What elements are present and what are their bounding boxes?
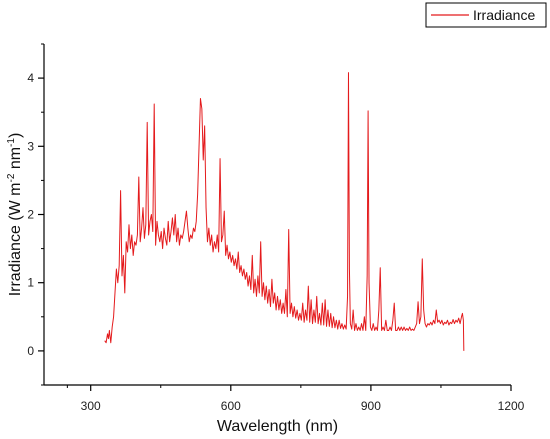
x-axis-label: Wavelength (nm)	[217, 418, 338, 435]
y-tick-label: 3	[27, 139, 34, 153]
y-tick-label: 0	[27, 344, 34, 358]
x-tick-label: 900	[361, 399, 381, 413]
y-tick-label: 2	[27, 208, 34, 222]
y-axis-label-part: -2	[6, 173, 17, 182]
series-layer	[104, 72, 465, 351]
y-tick-label: 4	[27, 71, 34, 85]
legend-entry-label: Irradiance	[473, 7, 535, 23]
legend: Irradiance	[425, 2, 547, 28]
axes: 300 600 900 1200 0 1 2 3 4	[27, 43, 525, 413]
y-axis-label-part: nm	[7, 147, 24, 174]
x-tick-label: 300	[81, 399, 101, 413]
x-tick-label: 1200	[498, 399, 525, 413]
y-axis-label-part: )	[7, 133, 24, 138]
series-line-irradiance	[104, 72, 465, 351]
y-axis-label-part: -1	[6, 138, 17, 147]
y-axis-label: Irradiance (W m-2 nm-1)	[6, 133, 24, 297]
y-tick-label: 1	[27, 276, 34, 290]
x-tick-label: 600	[221, 399, 241, 413]
y-axis-label-part: Irradiance (W m	[7, 183, 24, 297]
